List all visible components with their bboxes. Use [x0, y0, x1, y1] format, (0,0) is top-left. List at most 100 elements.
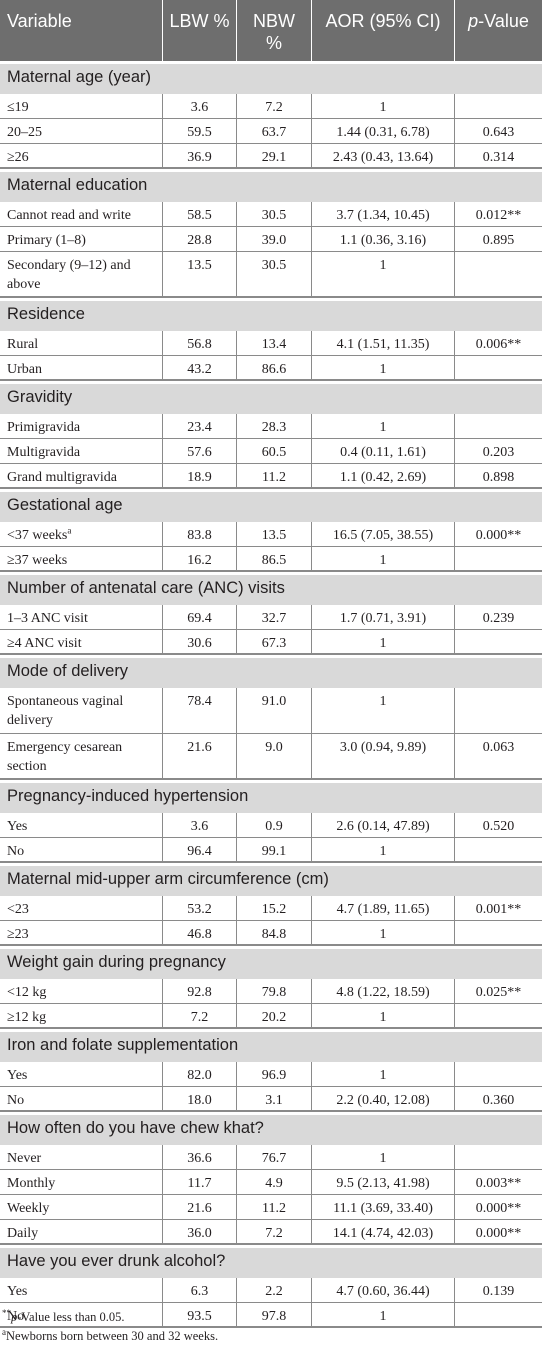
row-label-text: ≤19: [7, 100, 29, 115]
cell-lbw: 93.5: [163, 1303, 237, 1328]
table-row: ≥37 weeks 16.2 86.5 1: [0, 547, 542, 572]
cell-nbw: 0.9: [237, 813, 312, 838]
row-label: Never: [0, 1145, 163, 1170]
section-title: Maternal mid-upper arm circumference (cm…: [0, 863, 542, 896]
cell-nbw: 76.7: [237, 1145, 312, 1170]
cell-aor: 1.1 (0.42, 2.69): [312, 464, 455, 489]
header-p-italic: p: [468, 11, 479, 31]
table-row: ≥12 kg 7.2 20.2 1: [0, 1004, 542, 1029]
cell-lbw: 83.8: [163, 522, 237, 547]
cell-aor: 11.1 (3.69, 33.40): [312, 1195, 455, 1220]
row-label-text: Multigravida: [7, 445, 81, 460]
cell-lbw: 11.7: [163, 1170, 237, 1195]
cell-lbw: 58.5: [163, 202, 237, 227]
row-label: Daily: [0, 1220, 163, 1245]
cell-p-value: [455, 547, 542, 572]
cell-lbw: 59.5: [163, 119, 237, 144]
cell-lbw: 16.2: [163, 547, 237, 572]
cell-aor: 3.0 (0.94, 9.89): [312, 734, 455, 780]
row-label: Yes: [0, 1062, 163, 1087]
cell-lbw: 36.9: [163, 144, 237, 169]
row-label: <37 weeksa: [0, 522, 163, 547]
cell-lbw: 53.2: [163, 896, 237, 921]
table-row: ≥4 ANC visit 30.6 67.3 1: [0, 630, 542, 655]
section-title: Iron and folate supplementation: [0, 1029, 542, 1062]
table-body: Maternal age (year) ≤19 3.6 7.2 1 20–25 59.5 63…: [0, 61, 542, 1328]
cell-lbw: 3.6: [163, 94, 237, 119]
cell-aor: 1: [312, 1004, 455, 1029]
footnote-gestation-text: Newborns born between 30 and 32 weeks.: [6, 1329, 219, 1343]
section-row: Residence: [0, 298, 542, 331]
row-label-text: Primigravida: [7, 420, 81, 435]
cell-nbw: 99.1: [237, 838, 312, 863]
row-label: Cannot read and write: [0, 202, 163, 227]
section-title: Pregnancy-induced hypertension: [0, 780, 542, 813]
cell-p-value: 0.360: [455, 1087, 542, 1112]
cell-p-value: 0.001**: [455, 896, 542, 921]
cell-nbw: 4.9: [237, 1170, 312, 1195]
cell-p-value: [455, 414, 542, 439]
row-label-text: Rural: [7, 337, 39, 352]
cell-aor: 1: [312, 921, 455, 946]
cell-aor: 4.8 (1.22, 18.59): [312, 979, 455, 1004]
cell-nbw: 39.0: [237, 227, 312, 252]
cell-lbw: 28.8: [163, 227, 237, 252]
row-label-text: Yes: [7, 1284, 28, 1299]
cell-nbw: 96.9: [237, 1062, 312, 1087]
row-label-text: 20–25: [7, 125, 42, 140]
cell-p-value: 0.520: [455, 813, 542, 838]
footnotes: **p-Value less than 0.05. aNewborns born…: [0, 1308, 542, 1346]
cell-aor: 1: [312, 94, 455, 119]
cell-p-value: [455, 630, 542, 655]
footnote-significance: **p-Value less than 0.05.: [2, 1308, 542, 1327]
cell-aor: 2.6 (0.14, 47.89): [312, 813, 455, 838]
table-row: Grand multigravida 18.9 11.2 1.1 (0.42, 2.6…: [0, 464, 542, 489]
section-row: Gravidity: [0, 381, 542, 414]
cell-lbw: 23.4: [163, 414, 237, 439]
footnote-gestation: aNewborns born between 30 and 32 weeks.: [2, 1327, 542, 1346]
row-label-text: Urban: [7, 362, 42, 377]
cell-aor: 1.7 (0.71, 3.91): [312, 605, 455, 630]
table-row: Monthly 11.7 4.9 9.5 (2.13, 41.98) 0.003**: [0, 1170, 542, 1195]
footnote-ref: a: [67, 525, 72, 536]
cell-nbw: 7.2: [237, 1220, 312, 1245]
table-row: Rural 56.8 13.4 4.1 (1.51, 11.35) 0.006**: [0, 331, 542, 356]
row-label: Weekly: [0, 1195, 163, 1220]
cell-aor: 4.7 (1.89, 11.65): [312, 896, 455, 921]
row-label: Multigravida: [0, 439, 163, 464]
cell-p-value: 0.203: [455, 439, 542, 464]
section-row: Maternal mid-upper arm circumference (cm…: [0, 863, 542, 896]
cell-nbw: 32.7: [237, 605, 312, 630]
cell-p-value: [455, 252, 542, 298]
cell-nbw: 79.8: [237, 979, 312, 1004]
cell-lbw: 43.2: [163, 356, 237, 381]
row-label: ≥23: [0, 921, 163, 946]
section-title: Maternal age (year): [0, 61, 542, 94]
cell-lbw: 57.6: [163, 439, 237, 464]
footnote-marker-a: a: [2, 1326, 6, 1337]
row-label-text: 1–3 ANC visit: [7, 611, 88, 626]
cell-aor: 1: [312, 1145, 455, 1170]
table-row: ≤19 3.6 7.2 1: [0, 94, 542, 119]
row-label-text: Emergency cesarean section: [7, 740, 123, 774]
row-label: No: [0, 838, 163, 863]
cell-lbw: 96.4: [163, 838, 237, 863]
row-label-text: ≥12 kg: [7, 1010, 47, 1025]
footnote-significance-text: -Value less than 0.05.: [17, 1310, 125, 1324]
row-label: Spontaneous vaginal delivery: [0, 688, 163, 734]
section-row: How often do you have chew khat?: [0, 1112, 542, 1145]
table-row: Yes 3.6 0.9 2.6 (0.14, 47.89) 0.520: [0, 813, 542, 838]
row-label: 20–25: [0, 119, 163, 144]
cell-lbw: 78.4: [163, 688, 237, 734]
row-label-text: Secondary (9–12) and above: [7, 258, 131, 292]
cell-nbw: 9.0: [237, 734, 312, 780]
cell-aor: 1: [312, 630, 455, 655]
section-row: Weight gain during pregnancy: [0, 946, 542, 979]
cell-aor: 14.1 (4.74, 42.03): [312, 1220, 455, 1245]
header-lbw: LBW %: [163, 0, 237, 61]
table-row: <12 kg 92.8 79.8 4.8 (1.22, 18.59) 0.025**: [0, 979, 542, 1004]
cell-lbw: 13.5: [163, 252, 237, 298]
table-row: Yes 6.3 2.2 4.7 (0.60, 36.44) 0.139: [0, 1278, 542, 1303]
row-label: 1–3 ANC visit: [0, 605, 163, 630]
cell-nbw: 20.2: [237, 1004, 312, 1029]
